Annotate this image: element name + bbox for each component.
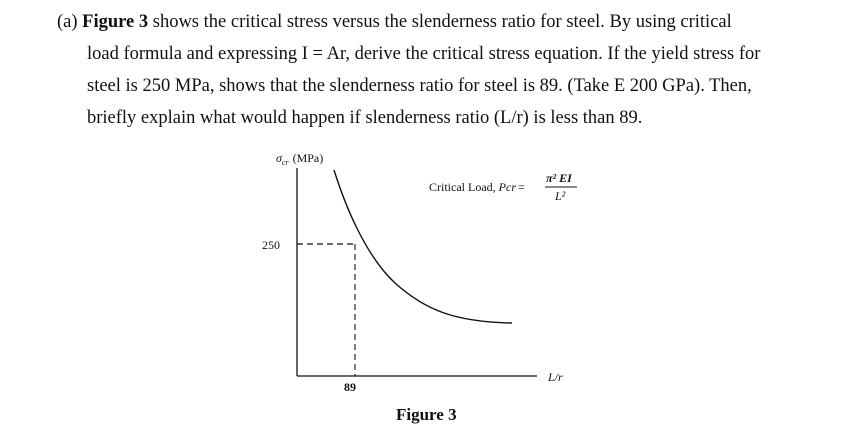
- formula-numerator: π² EI: [546, 171, 573, 185]
- question-line-1: (a) Figure 3 shows the critical stress v…: [57, 7, 732, 37]
- formula-label: Critical Load, Pcr =: [429, 180, 525, 194]
- x-axis-label: L/r: [547, 370, 563, 384]
- question-line-1-text: shows the critical stress versus the sle…: [148, 12, 732, 32]
- y-axis-symbol: σ: [276, 151, 283, 165]
- formula-denominator: L²: [554, 189, 566, 203]
- x-tick-label-89: 89: [344, 380, 356, 394]
- formula-label-text: Critical Load,: [429, 180, 499, 194]
- y-axis-unit: (MPa): [293, 151, 324, 165]
- formula-variable: Pcr: [498, 180, 517, 194]
- question-line-2: load formula and expressing I = Ar, deri…: [87, 44, 761, 64]
- formula-equals: =: [518, 180, 525, 194]
- y-tick-label-250: 250: [262, 238, 280, 252]
- figure-reference: Figure 3: [82, 12, 149, 32]
- question-part-label: (a): [57, 12, 83, 32]
- y-axis-subscript: cr: [282, 158, 290, 167]
- question-line-3: steel is 250 MPa, shows that the slender…: [87, 76, 752, 96]
- euler-critical-stress-curve: [333, 169, 513, 324]
- y-axis-label: σcr (MPa): [276, 151, 323, 167]
- question-line-4: briefly explain what would happen if sle…: [87, 108, 643, 128]
- figure-caption: Figure 3: [396, 405, 457, 424]
